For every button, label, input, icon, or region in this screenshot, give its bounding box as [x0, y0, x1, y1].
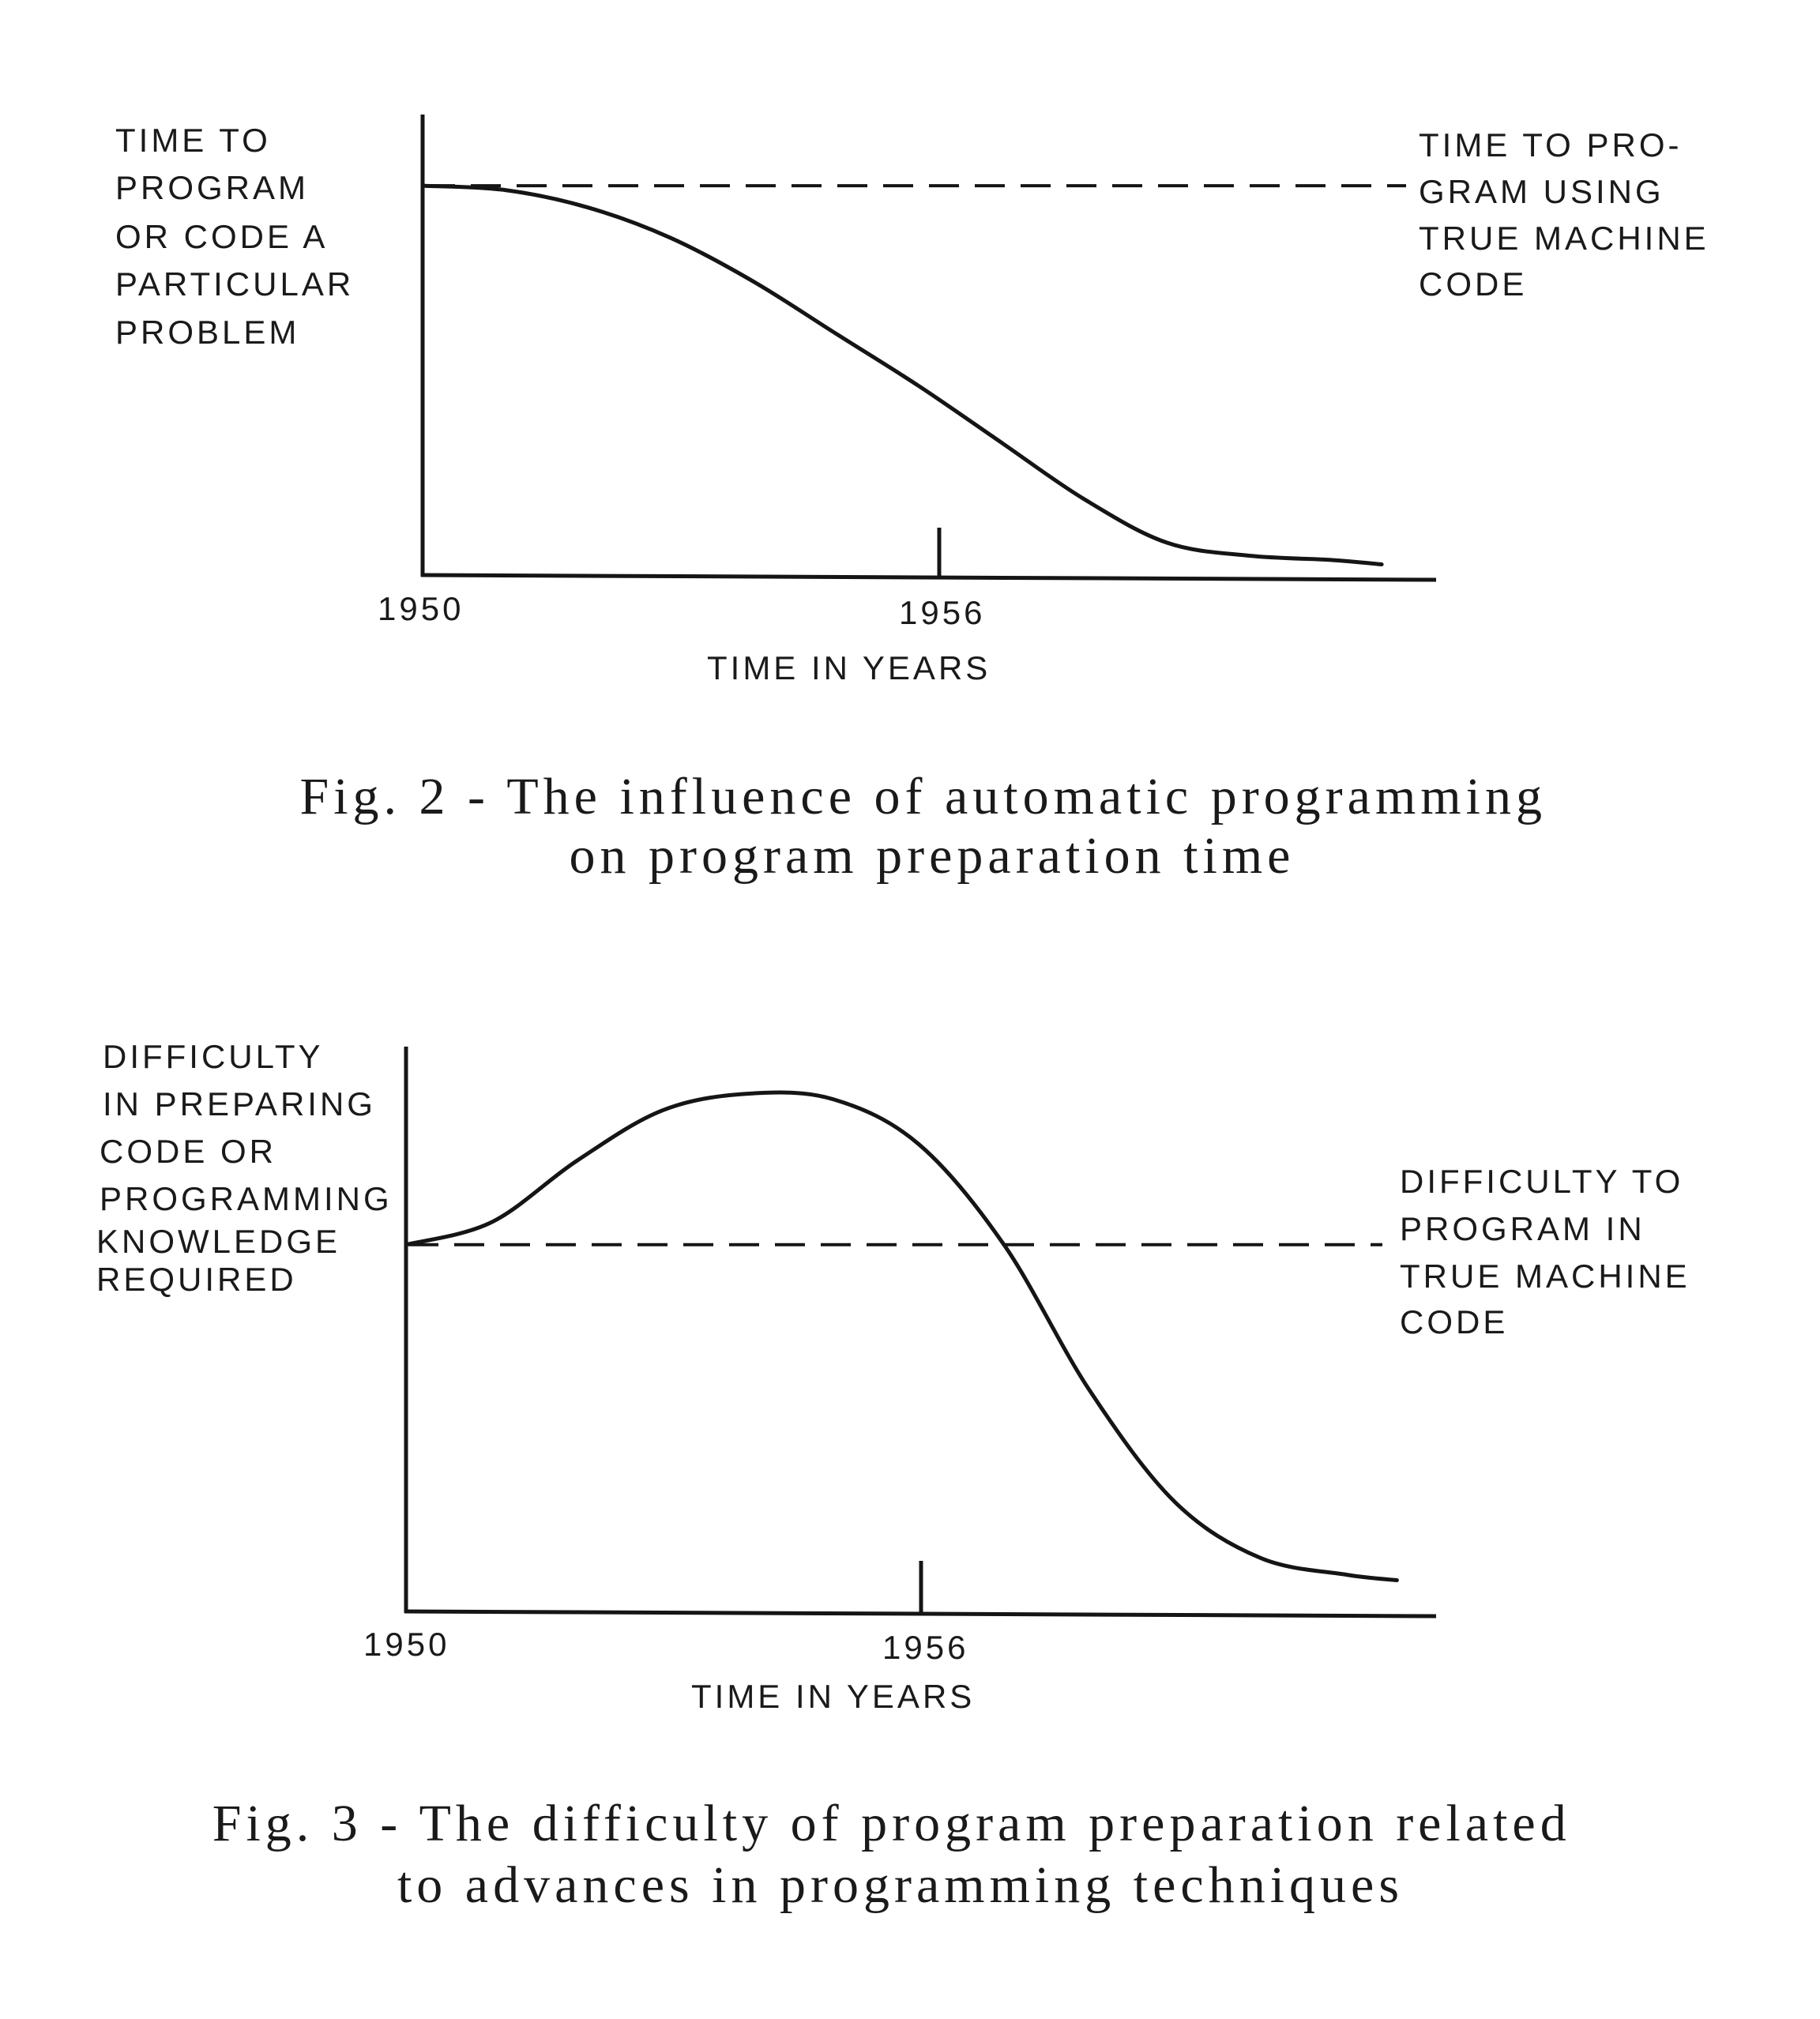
- fig3-reference-label-line: DIFFICULTY TO: [1400, 1163, 1683, 1200]
- fig3-ylabel-line: CODE OR: [100, 1133, 276, 1170]
- fig3-x-axis-label: TIME IN YEARS: [691, 1678, 975, 1715]
- fig3-ylabel-line: DIFFICULTY: [103, 1038, 323, 1075]
- fig2-x-tick-label-1950: 1950: [378, 590, 464, 627]
- fig2-ylabel-line: PROGRAM: [115, 169, 309, 206]
- fig2-ylabel-line: PROBLEM: [115, 314, 299, 351]
- fig3-reference-label-line: CODE: [1400, 1303, 1508, 1340]
- fig2-reference-label-line: CODE: [1419, 265, 1527, 303]
- fig2-reference-label-line: TRUE MACHINE: [1419, 220, 1709, 257]
- fig3-ylabel-line: PROGRAMMING: [100, 1180, 393, 1217]
- fig3-ylabel-line: KNOWLEDGE: [96, 1223, 340, 1260]
- fig2-x-tick-label-1956: 1956: [899, 594, 985, 631]
- fig3-ylabel: DIFFICULTY IN PREPARING CODE OR PROGRAMM…: [96, 1038, 404, 1298]
- fig2-caption: Fig. 2 - The influence of automatic prog…: [300, 768, 1565, 885]
- chart-fig3: DIFFICULTY IN PREPARING CODE OR PROGRAMM…: [96, 1038, 1702, 1914]
- fig3-data-line: [404, 1090, 1399, 1582]
- fig2-x-axis-label: TIME IN YEARS: [707, 649, 991, 686]
- fig2-ylabel-line: OR CODE A: [115, 218, 326, 255]
- fig3-caption-line: Fig. 3 - The difficulty of program prepa…: [212, 1795, 1571, 1852]
- fig3-caption-line: to advances in programming techniques: [397, 1856, 1404, 1914]
- fig3-reference-label: DIFFICULTY TO PROGRAM IN TRUE MACHINE CO…: [1400, 1163, 1702, 1340]
- chart-fig2: TIME TO PROGRAM OR CODE A PARTICULAR PRO…: [115, 115, 1721, 885]
- fig2-ylabel-line: TIME TO: [115, 122, 271, 159]
- fig2-ylabel-line: PARTICULAR: [115, 265, 354, 303]
- fig2-caption-line: on program preparation time: [570, 827, 1295, 885]
- fig2-ylabel: TIME TO PROGRAM OR CODE A PARTICULAR PRO…: [115, 122, 367, 351]
- fig3-ylabel-line: REQUIRED: [96, 1261, 297, 1298]
- fig2-x-axis: [420, 573, 1437, 582]
- fig2-data-line: [420, 183, 1384, 566]
- fig3-reference-label-line: PROGRAM IN: [1400, 1210, 1645, 1247]
- fig3-caption: Fig. 3 - The difficulty of program prepa…: [212, 1795, 1589, 1914]
- fig2-reference-label: TIME TO PRO- GRAM USING TRUE MACHINE COD…: [1419, 126, 1721, 303]
- fig3-x-tick-label-1950: 1950: [363, 1626, 449, 1663]
- fig2-reference-label-line: GRAM USING: [1419, 173, 1664, 210]
- fig3-reference-label-line: TRUE MACHINE: [1400, 1258, 1690, 1295]
- fig2-reference-label-line: TIME TO PRO-: [1419, 126, 1682, 164]
- fig3-x-tick-label-1956: 1956: [882, 1629, 968, 1666]
- fig3-ylabel-line: IN PREPARING: [103, 1085, 376, 1122]
- fig2-caption-line: Fig. 2 - The influence of automatic prog…: [300, 768, 1547, 825]
